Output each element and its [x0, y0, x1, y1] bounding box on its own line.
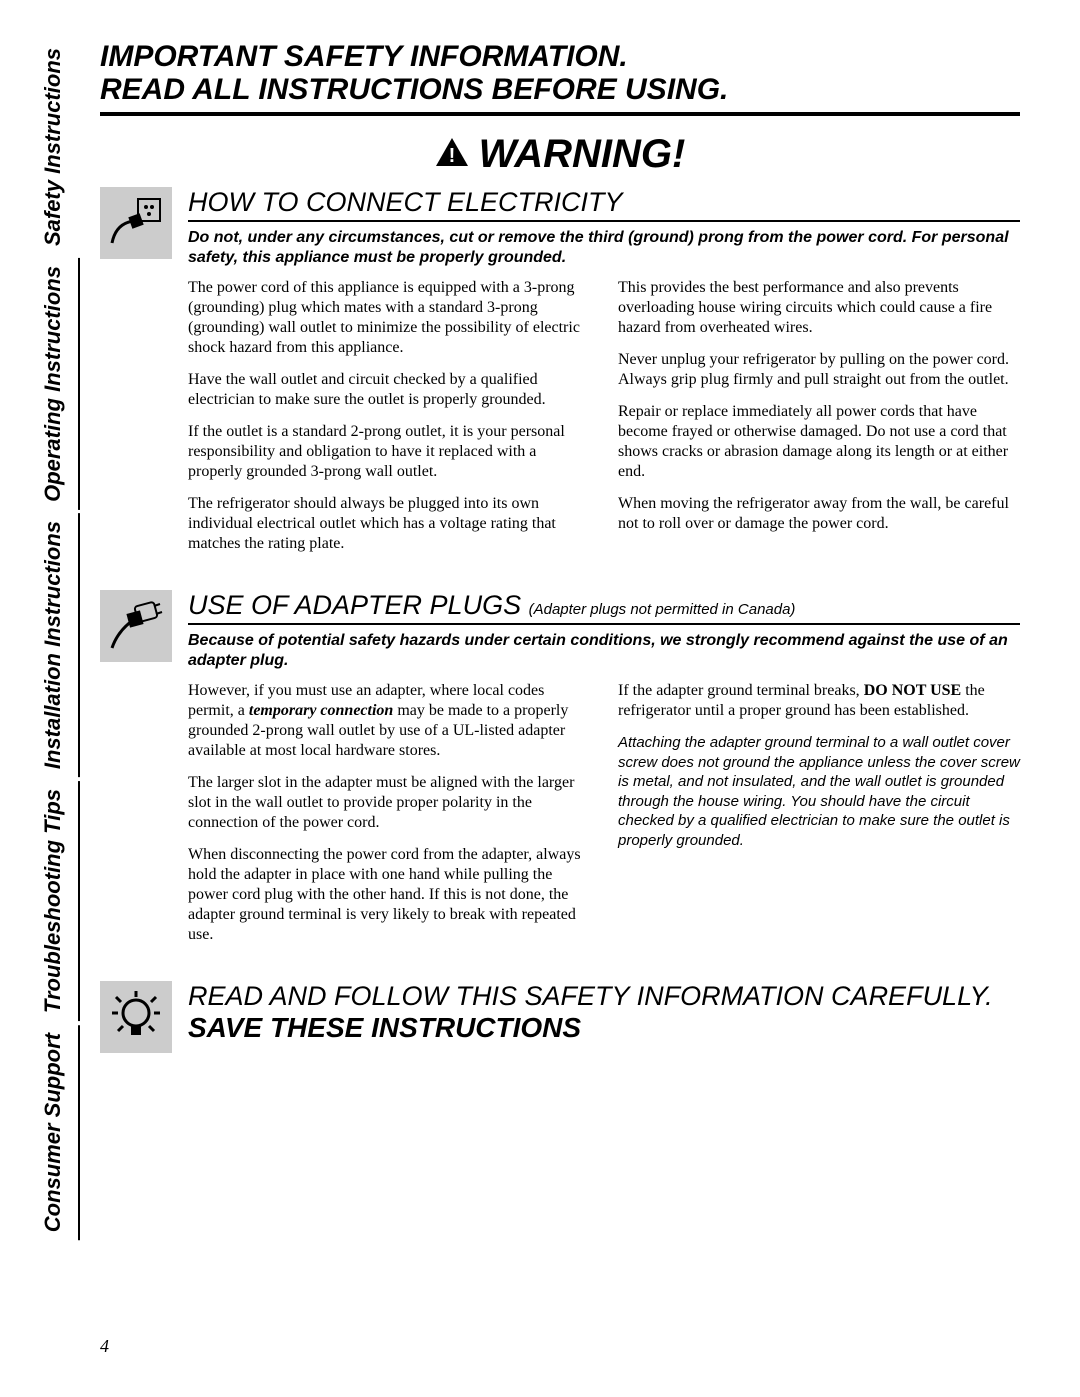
para: The refrigerator should always be plugge…: [188, 494, 590, 554]
para: Repair or replace immediately all power …: [618, 402, 1020, 482]
para: This provides the best performance and a…: [618, 278, 1020, 338]
closing-line1: READ AND FOLLOW THIS SAFETY INFORMATION …: [188, 981, 1020, 1012]
adapter-plug-icon: [100, 590, 172, 662]
page-content: IMPORTANT SAFETY INFORMATION. READ ALL I…: [100, 40, 1020, 1077]
closing-line2: SAVE THESE INSTRUCTIONS: [188, 1012, 1020, 1044]
columns: The power cord of this appliance is equi…: [188, 278, 1020, 566]
para: The power cord of this appliance is equi…: [188, 278, 590, 358]
section-body: READ AND FOLLOW THIS SAFETY INFORMATION …: [188, 981, 1020, 1053]
tab-safety: Safety Instructions: [40, 40, 80, 254]
plug-outlet-icon: [100, 187, 172, 259]
section-electricity: HOW TO CONNECT ELECTRICITY Do not, under…: [100, 187, 1020, 566]
sidebar-tabs: Safety Instructions Operating Instructio…: [40, 40, 80, 1240]
section-intro: Because of potential safety hazards unde…: [188, 631, 1020, 671]
tab-installation: Installation Instructions: [40, 513, 80, 777]
warning-label: WARNING!: [479, 132, 686, 177]
section-body: USE OF ADAPTER PLUGS (Adapter plugs not …: [188, 590, 1020, 957]
para: However, if you must use an adapter, whe…: [188, 681, 590, 761]
page-number: 4: [100, 1336, 109, 1357]
section-heading: HOW TO CONNECT ELECTRICITY: [188, 187, 1020, 222]
left-col: However, if you must use an adapter, whe…: [188, 681, 590, 957]
right-col: If the adapter ground terminal breaks, D…: [618, 681, 1020, 957]
right-col: This provides the best performance and a…: [618, 278, 1020, 566]
section-body: HOW TO CONNECT ELECTRICITY Do not, under…: [188, 187, 1020, 566]
emph: temporary connection: [249, 702, 393, 719]
main-heading-line2: READ ALL INSTRUCTIONS BEFORE USING.: [100, 73, 1020, 106]
tab-consumer-support: Consumer Support: [40, 1025, 80, 1240]
lightbulb-icon: [100, 981, 172, 1053]
main-heading: IMPORTANT SAFETY INFORMATION. READ ALL I…: [100, 40, 1020, 116]
para: Never unplug your refrigerator by pullin…: [618, 350, 1020, 390]
para: If the outlet is a standard 2-prong outl…: [188, 422, 590, 482]
section-adapter: USE OF ADAPTER PLUGS (Adapter plugs not …: [100, 590, 1020, 957]
italic-note: Attaching the adapter ground terminal to…: [618, 733, 1020, 850]
columns: However, if you must use an adapter, whe…: [188, 681, 1020, 957]
emph: DO NOT USE: [864, 682, 962, 699]
heading-note: (Adapter plugs not permitted in Canada): [529, 601, 796, 618]
section-closing: READ AND FOLLOW THIS SAFETY INFORMATION …: [100, 981, 1020, 1053]
section-heading: USE OF ADAPTER PLUGS (Adapter plugs not …: [188, 590, 1020, 625]
heading-text: USE OF ADAPTER PLUGS: [188, 590, 521, 620]
text: If the adapter ground terminal breaks,: [618, 682, 864, 699]
para: When moving the refrigerator away from t…: [618, 494, 1020, 534]
main-heading-line1: IMPORTANT SAFETY INFORMATION.: [100, 40, 1020, 73]
tab-troubleshooting: Troubleshooting Tips: [40, 781, 80, 1021]
para: The larger slot in the adapter must be a…: [188, 773, 590, 833]
left-col: The power cord of this appliance is equi…: [188, 278, 590, 566]
warning-text: ! WARNING!: [435, 132, 686, 177]
svg-text:!: !: [448, 145, 455, 167]
warning-icon: !: [435, 132, 469, 177]
para: When disconnecting the power cord from t…: [188, 845, 590, 945]
tab-operating: Operating Instructions: [40, 258, 80, 510]
section-intro: Do not, under any circumstances, cut or …: [188, 228, 1020, 268]
warning-box: ! WARNING!: [100, 132, 1020, 177]
para: If the adapter ground terminal breaks, D…: [618, 681, 1020, 721]
para: Have the wall outlet and circuit checked…: [188, 370, 590, 410]
